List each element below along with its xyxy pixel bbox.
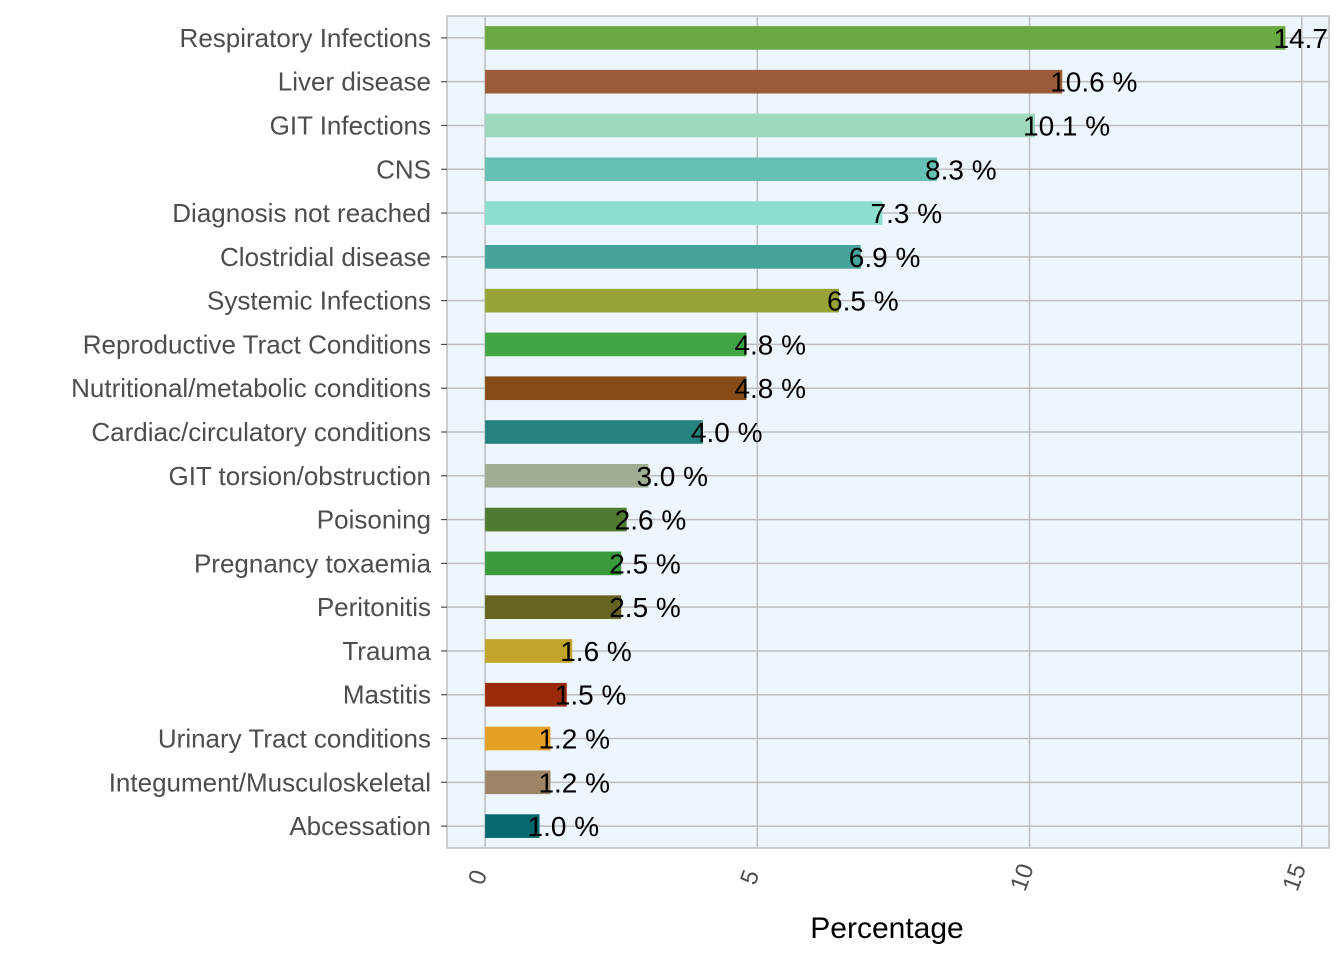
category-label: CNS xyxy=(376,154,431,184)
data-label: 4.8 % xyxy=(734,329,806,360)
bar xyxy=(485,288,839,313)
x-tick-label: 15 xyxy=(1277,860,1312,894)
x-tick-labels: 0 5 10 15 xyxy=(463,860,1312,894)
bar xyxy=(485,376,747,401)
bar xyxy=(485,682,567,707)
x-tick-label: 10 xyxy=(1005,860,1040,894)
data-label: 1.6 % xyxy=(560,636,632,667)
bar xyxy=(485,157,937,182)
data-label: 3.0 % xyxy=(636,461,708,492)
bars xyxy=(485,26,1286,838)
data-label: 10.1 % xyxy=(1023,110,1110,141)
bar xyxy=(485,26,1286,50)
category-label: Nutritional/metabolic conditions xyxy=(71,373,431,403)
category-label: Pregnancy toxaemia xyxy=(194,548,432,578)
data-label: 7.3 % xyxy=(871,198,943,229)
category-label: Integument/Musculoskeletal xyxy=(109,767,431,797)
data-label: 1.0 % xyxy=(528,811,600,842)
bar xyxy=(485,113,1036,138)
category-labels: Respiratory Infections Liver disease GIT I… xyxy=(71,23,431,841)
data-label: 1.2 % xyxy=(538,724,610,755)
bar xyxy=(485,332,747,357)
bar xyxy=(485,639,573,663)
category-label: Cardiac/circulatory conditions xyxy=(91,417,431,447)
bar xyxy=(485,245,861,269)
data-label: 6.9 % xyxy=(849,242,921,273)
category-label: Poisoning xyxy=(317,505,431,535)
category-label: Clostridial disease xyxy=(220,242,431,272)
category-label: GIT Infections xyxy=(270,110,431,140)
data-label: 2.5 % xyxy=(609,592,681,623)
value-labels: 14.7 10.6 % 10.1 % 8.3 % 7.3 % 6.9 % 6.5 % 4.8 … xyxy=(528,23,1328,842)
category-label: Mastitis xyxy=(343,680,431,710)
bar xyxy=(485,201,883,225)
x-axis-title: Percentage xyxy=(810,912,963,945)
data-label: 1.5 % xyxy=(555,680,627,711)
category-label: GIT torsion/obstruction xyxy=(168,461,431,491)
bar xyxy=(485,814,540,838)
data-label: 14.7 xyxy=(1273,23,1328,54)
x-tick-label: 5 xyxy=(735,867,765,889)
data-label: 6.5 % xyxy=(827,286,899,317)
data-label: 4.8 % xyxy=(734,373,806,404)
category-label: Liver disease xyxy=(278,67,431,97)
x-tick-label: 0 xyxy=(463,867,493,889)
category-label: Respiratory Infections xyxy=(180,23,431,53)
category-label: Peritonitis xyxy=(317,592,431,622)
data-label: 2.6 % xyxy=(615,505,687,536)
data-label: 4.0 % xyxy=(691,417,763,448)
category-label: Abcessation xyxy=(289,811,431,841)
bar xyxy=(485,69,1063,94)
bar xyxy=(485,595,622,619)
data-label: 2.5 % xyxy=(609,548,681,579)
bar xyxy=(485,551,622,576)
category-label: Urinary Tract conditions xyxy=(158,724,431,754)
category-label: Diagnosis not reached xyxy=(172,198,431,228)
bar xyxy=(485,463,649,488)
data-label: 1.2 % xyxy=(538,767,610,798)
bar xyxy=(485,507,627,532)
bar xyxy=(485,770,551,795)
data-label: 10.6 % xyxy=(1050,67,1137,98)
bar xyxy=(485,420,703,444)
bar xyxy=(485,726,551,751)
category-label: Reproductive Tract Conditions xyxy=(83,329,431,359)
category-label: Trauma xyxy=(342,636,431,666)
data-label: 8.3 % xyxy=(925,154,997,185)
category-label: Systemic Infections xyxy=(207,286,431,316)
